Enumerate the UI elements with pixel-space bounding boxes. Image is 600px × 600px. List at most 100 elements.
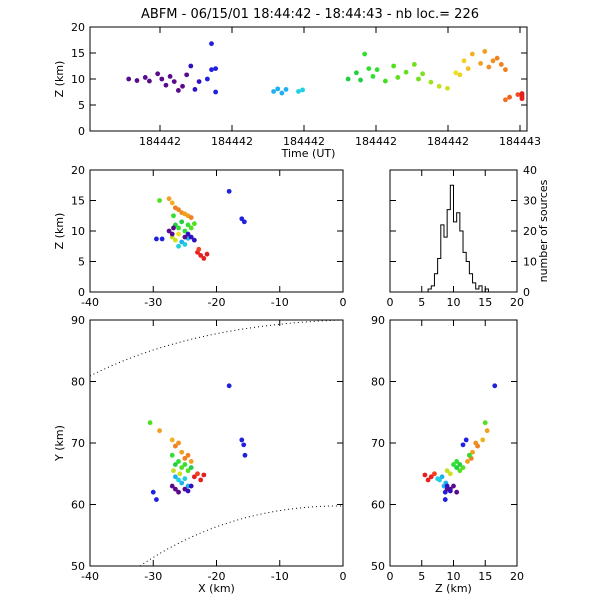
y-tick-label: 0: [78, 125, 85, 138]
data-point: [185, 488, 191, 494]
data-point: [503, 97, 508, 103]
data-point: [188, 459, 194, 464]
data-point: [147, 420, 153, 426]
data-point: [176, 231, 181, 237]
data-point: [425, 477, 431, 483]
data-point: [176, 440, 181, 446]
data-point: [490, 58, 496, 64]
data-point: [204, 251, 210, 257]
y-tick-label: 90: [371, 314, 385, 327]
plot-frame: [389, 319, 518, 567]
x-tick-label: 184442: [211, 135, 253, 148]
data-point: [169, 483, 175, 489]
data-point: [283, 87, 289, 92]
data-point: [370, 74, 376, 79]
x-tick-label: 5: [418, 570, 425, 583]
data-point: [354, 70, 359, 76]
data-point: [201, 472, 207, 478]
data-point: [454, 465, 460, 470]
x-axis-label: Z (km): [435, 582, 472, 595]
y-tick-label: 30: [523, 195, 537, 208]
data-point: [296, 89, 301, 94]
data-point: [142, 75, 148, 80]
x-y-panel: -40 -30 -20 -10 0 50 60 70 80 90 X (km) Y (km): [53, 314, 347, 595]
plot-frame: [89, 169, 344, 293]
data-point: [382, 78, 388, 84]
data-point: [366, 66, 372, 71]
data-point: [182, 234, 188, 240]
data-point: [498, 62, 504, 67]
data-point: [179, 449, 185, 455]
data-point: [157, 428, 162, 434]
y-tick-label: 0: [78, 286, 85, 299]
data-point: [482, 49, 488, 54]
x-tick-label: 20: [510, 570, 524, 583]
data-point: [195, 471, 200, 477]
y-tick-label: 5: [78, 256, 85, 269]
data-point: [457, 462, 463, 467]
x-tick-label: -30: [144, 570, 162, 583]
x-tick-label: 15: [478, 296, 492, 309]
x-axis-label: Time (UT): [281, 147, 336, 160]
data-point: [185, 452, 191, 458]
x-tick-label: 5: [418, 296, 425, 309]
data-point: [466, 452, 472, 458]
data-point: [188, 465, 194, 470]
data-point: [126, 76, 132, 82]
x-tick-label: 0: [387, 296, 394, 309]
y-tick-label: 5: [78, 99, 85, 112]
data-point: [176, 477, 181, 483]
x-tick-label: 184442: [139, 135, 181, 148]
x-tick-label: -20: [208, 570, 226, 583]
data-point: [362, 51, 368, 57]
data-point: [166, 228, 172, 234]
data-point: [172, 237, 178, 243]
data-point: [169, 200, 175, 206]
data-point: [185, 222, 191, 228]
data-point: [482, 420, 488, 426]
data-point: [453, 70, 459, 76]
data-point: [167, 74, 173, 79]
data-point: [469, 51, 475, 57]
range-arc-inner: [139, 505, 344, 567]
data-point: [428, 79, 434, 85]
data-point: [457, 72, 463, 78]
x-tick-label: 184442: [355, 135, 397, 148]
data-point: [416, 76, 421, 82]
data-point: [188, 483, 194, 489]
data-point: [432, 471, 437, 477]
y-tick-label: 60: [71, 499, 85, 512]
x-tick-label: -10: [271, 296, 289, 309]
data-point: [177, 471, 183, 477]
data-point: [447, 488, 453, 494]
data-point: [213, 66, 219, 71]
data-point: [470, 449, 475, 455]
y-tick-label: 80: [371, 376, 385, 389]
data-point: [182, 242, 188, 247]
data-point: [519, 91, 525, 96]
data-point: [171, 468, 176, 474]
x-tick-label: 184443: [499, 135, 541, 148]
x-tick-label: -20: [208, 296, 226, 309]
data-point: [182, 228, 188, 234]
y-tick-label: 10: [71, 73, 85, 86]
x-tick-label: 184442: [283, 135, 325, 148]
data-point: [154, 236, 159, 242]
data-point: [435, 476, 441, 482]
y-axis-label: number of sources: [537, 179, 550, 282]
data-point: [176, 243, 181, 249]
data-point: [182, 476, 188, 482]
data-point: [188, 225, 194, 231]
x-tick-label: 0: [340, 570, 347, 583]
data-point: [191, 221, 197, 227]
data-point: [395, 75, 401, 80]
data-point: [445, 85, 450, 91]
y-axis-label: Y (km): [53, 425, 66, 462]
x-tick-label: 0: [340, 296, 347, 309]
x-tick-label: 20: [510, 296, 524, 309]
data-point: [460, 442, 466, 448]
x-tick-label: 15: [478, 570, 492, 583]
data-point: [478, 61, 483, 66]
data-point: [175, 88, 181, 93]
